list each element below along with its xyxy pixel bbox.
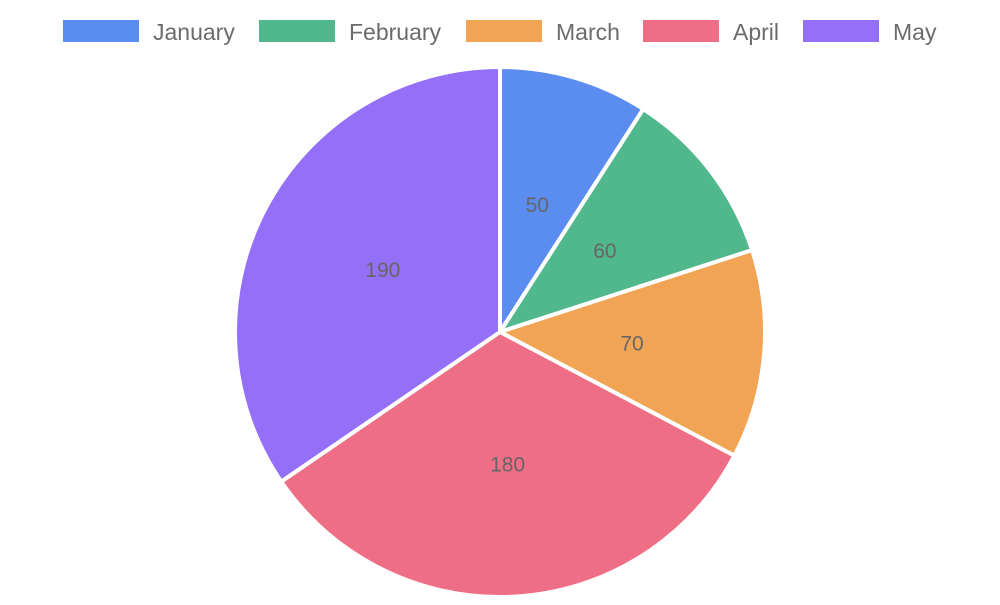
pie-slice-april[interactable]: [279, 330, 737, 599]
legend-item-january[interactable]: January: [63, 19, 235, 45]
legend: January February March April May: [63, 19, 937, 45]
legend-item-april[interactable]: April: [643, 19, 779, 45]
legend-label-april: April: [733, 19, 779, 45]
legend-label-may: May: [893, 19, 937, 45]
legend-label-january: January: [153, 19, 235, 45]
pie-slice-may[interactable]: [233, 65, 502, 484]
legend-swatch-march: [466, 20, 542, 42]
legend-item-may[interactable]: May: [803, 19, 937, 45]
pie-slices: [233, 65, 767, 599]
data-label-january: 50: [526, 194, 549, 217]
data-label-april: 180: [490, 453, 525, 476]
pie-slice-january[interactable]: [498, 65, 646, 334]
legend-item-february[interactable]: February: [259, 19, 442, 45]
legend-swatch-april: [643, 20, 719, 42]
legend-swatch-may: [803, 20, 879, 42]
legend-item-march[interactable]: March: [466, 19, 620, 45]
legend-label-march: March: [556, 19, 620, 45]
slice-labels: 50 60 70 180 190: [365, 194, 643, 476]
pie-slice-february[interactable]: [498, 107, 755, 334]
data-label-february: 60: [593, 240, 616, 263]
legend-label-february: February: [349, 19, 442, 45]
data-label-may: 190: [365, 259, 400, 282]
pie-slice-march[interactable]: [498, 248, 767, 458]
data-label-march: 70: [620, 332, 643, 355]
legend-swatch-january: [63, 20, 139, 42]
legend-swatch-february: [259, 20, 335, 42]
